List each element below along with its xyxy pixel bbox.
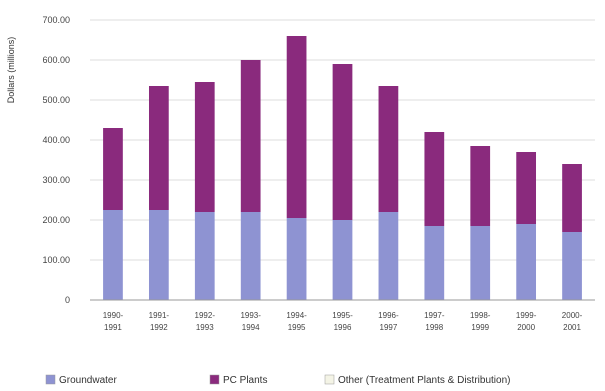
bar-segment-groundwater (562, 232, 582, 300)
x-tick-label: 1994- (286, 311, 307, 320)
bar-segment-groundwater (378, 212, 399, 300)
x-tick-label: 1993 (196, 323, 214, 332)
x-tick-label: 1991- (149, 311, 170, 320)
bar-segment-groundwater (148, 210, 169, 300)
x-tick-label: 2001 (563, 323, 581, 332)
legend-label: Other (Treatment Plants & Distribution) (338, 375, 510, 386)
y-tick-label: 700.00 (42, 15, 70, 25)
x-tick-label: 1990- (103, 311, 124, 320)
x-tick-label: 1995 (288, 323, 306, 332)
legend-swatch (324, 374, 335, 385)
x-tick-label: 1994 (242, 323, 260, 332)
x-tick-label: 1991 (104, 323, 122, 332)
y-tick-label: 500.00 (42, 95, 70, 105)
bars (103, 36, 582, 300)
bar-segment-pc (194, 82, 215, 212)
bar-segment-groundwater (424, 226, 445, 300)
y-tick-label: 200.00 (42, 215, 70, 225)
bar-segment-pc (240, 60, 261, 212)
bar-segment-pc (562, 164, 582, 232)
x-tick-label: 1998- (470, 311, 491, 320)
x-tick-label: 1997 (380, 323, 398, 332)
legend-label: PC Plants (223, 375, 267, 386)
y-tick-label: 300.00 (42, 175, 70, 185)
bar-segment-pc (148, 86, 169, 210)
legend: Groundwater PC Plants Other (Treatment Pla… (45, 374, 510, 386)
bar-segment-groundwater (103, 210, 123, 300)
x-tick-label: 2000 (517, 323, 535, 332)
x-tick-label: 1998 (425, 323, 443, 332)
x-tick-label: 1992- (195, 311, 216, 320)
bar-segment-pc (470, 146, 491, 226)
x-tick-label: 1996 (334, 323, 352, 332)
y-tick-label: 400.00 (42, 135, 70, 145)
y-axis-title: Dollars (millions) (6, 37, 16, 104)
x-tick-label: 1992 (150, 323, 168, 332)
legend-label: Groundwater (59, 375, 117, 386)
bar-segment-pc (103, 128, 123, 210)
y-axis-ticks: 0 100.00 200.00 300.00 400.00 500.00 600.00 700… (42, 15, 70, 305)
legend-swatch (45, 374, 56, 385)
y-tick-label: 100.00 (42, 255, 70, 265)
bar-segment-groundwater (194, 212, 215, 300)
bar-segment-groundwater (286, 218, 307, 300)
legend-swatch (209, 374, 220, 385)
y-tick-label: 0 (65, 295, 70, 305)
x-tick-label: 1997- (424, 311, 445, 320)
x-tick-label: 1999- (516, 311, 537, 320)
x-tick-label: 1995- (332, 311, 353, 320)
bar-segment-pc (424, 132, 445, 226)
x-axis-labels: 1990- 1991 1991- 1992 1992- 1993 1993- 1994 1994… (103, 311, 583, 332)
x-tick-label: 1999 (471, 323, 489, 332)
bar-segment-pc (286, 36, 307, 218)
x-tick-label: 2000- (562, 311, 583, 320)
bar-segment-groundwater (516, 224, 537, 300)
bar-segment-groundwater (470, 226, 491, 300)
bar-segment-pc (516, 152, 537, 224)
bar-segment-pc (378, 86, 399, 212)
bar-segment-pc (332, 64, 353, 220)
y-tick-label: 600.00 (42, 55, 70, 65)
x-tick-label: 1996- (378, 311, 399, 320)
bar-segment-groundwater (240, 212, 261, 300)
bar-segment-groundwater (332, 220, 353, 300)
x-tick-label: 1993- (240, 311, 261, 320)
